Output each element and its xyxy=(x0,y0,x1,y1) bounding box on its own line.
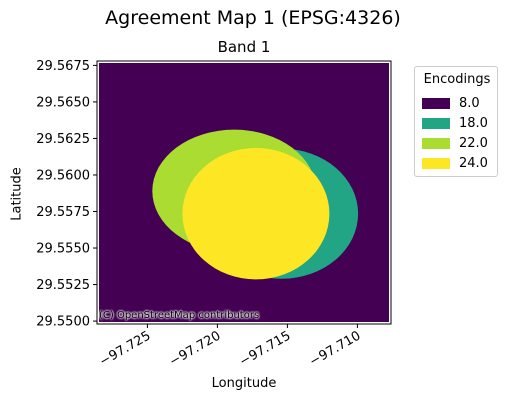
y-tick-label: 29.5600 xyxy=(36,168,90,183)
y-tick-label: 29.5525 xyxy=(36,278,90,293)
legend-title: Encodings xyxy=(423,72,491,87)
y-tick-label: 29.5650 xyxy=(36,95,90,110)
y-axis-label: Latitude xyxy=(9,167,25,221)
legend-swatch xyxy=(422,137,450,149)
legend-swatch xyxy=(422,157,450,169)
legend-item: 24.0 xyxy=(422,155,488,171)
legend-label: 22.0 xyxy=(459,135,488,151)
x-tick-label: −97.725 xyxy=(97,328,153,369)
legend-item: 18.0 xyxy=(422,115,488,131)
axes-frame xyxy=(96,60,392,325)
legend: Encodings 8.0 18.0 22.0 24.0 xyxy=(414,66,498,177)
y-tick-label: 29.5550 xyxy=(36,242,90,257)
y-tick-label: 29.5625 xyxy=(36,132,90,147)
y-tick-label: 29.5675 xyxy=(36,59,90,74)
raster-region-24 xyxy=(182,147,330,280)
legend-label: 18.0 xyxy=(459,115,488,131)
x-tick-label: −97.720 xyxy=(167,328,223,369)
y-tick-label: 29.5500 xyxy=(36,315,90,330)
legend-item: 8.0 xyxy=(422,95,480,111)
x-axis-label: Longitude xyxy=(211,376,277,391)
x-tick-label: −97.710 xyxy=(307,328,363,369)
figure-title: Agreement Map 1 (EPSG:4326) xyxy=(105,7,401,29)
legend-swatch xyxy=(422,117,450,129)
legend-swatch xyxy=(422,97,450,109)
y-tick-label: 29.5575 xyxy=(36,205,90,220)
x-tick-label: −97.715 xyxy=(237,328,293,369)
legend-label: 24.0 xyxy=(459,155,488,171)
axes-title: Band 1 xyxy=(217,38,271,56)
legend-label: 8.0 xyxy=(459,95,480,111)
legend-item: 22.0 xyxy=(422,135,488,151)
map-attribution: (C) OpenStreetMap contributors xyxy=(99,310,260,321)
